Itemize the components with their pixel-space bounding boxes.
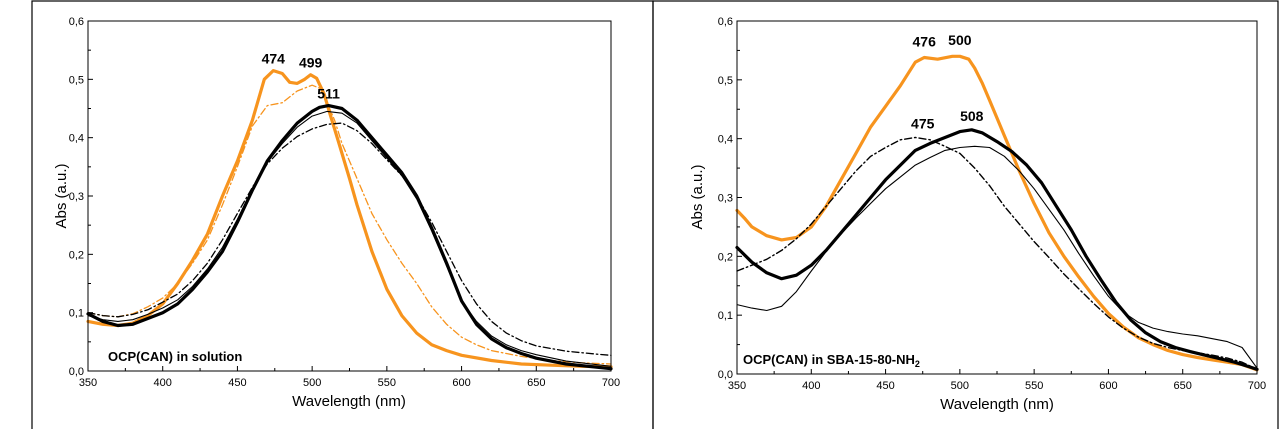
series-layer xyxy=(735,54,1259,372)
peak-label: 475 xyxy=(911,116,935,132)
x-tick-label: 400 xyxy=(154,377,172,389)
y-tick-label: 0,5 xyxy=(718,75,733,87)
panel-frame-right xyxy=(652,0,1279,429)
chart-caption: OCP(CAN) in solution xyxy=(108,349,242,364)
y-tick-label: 0,3 xyxy=(69,191,84,203)
x-tick-label: 600 xyxy=(1099,380,1117,392)
peak-label: 499 xyxy=(299,55,323,71)
x-tick-labels: 350 400 450 500 550 600 650 700 xyxy=(728,380,1266,392)
peak-label: 511 xyxy=(317,86,340,102)
x-tick-labels: 350 400 450 500 550 600 650 700 xyxy=(79,377,620,389)
x-tick-label: 450 xyxy=(228,377,246,389)
peak-labels: 476 500 475 508 xyxy=(911,32,984,132)
y-tick-label: 0,3 xyxy=(718,193,733,205)
y-tick-label: 0,4 xyxy=(69,133,84,145)
x-tick-label: 550 xyxy=(378,377,396,389)
y-tick-label: 0,0 xyxy=(718,369,733,381)
chart-caption: OCP(CAN) in SBA-15-80-NH2 xyxy=(743,352,920,369)
x-axis-title: Wavelength (nm) xyxy=(292,393,406,410)
x-tick-label: 500 xyxy=(951,380,969,392)
peak-label: 500 xyxy=(948,32,972,48)
x-tick-label: 650 xyxy=(527,377,545,389)
x-tick-label: 350 xyxy=(79,377,97,389)
x-tick-label: 400 xyxy=(802,380,820,392)
y-tick-label: 0,1 xyxy=(718,310,733,322)
series-line-5 xyxy=(87,122,612,356)
ticks-layer xyxy=(87,20,612,372)
y-tick-label: 0,4 xyxy=(718,134,733,146)
x-tick-label: 550 xyxy=(1025,380,1043,392)
y-tick-label: 0,1 xyxy=(69,308,84,320)
caption-main: OCP(CAN) in SBA-15-80-NH xyxy=(743,352,915,367)
series-line-2 xyxy=(735,128,1259,371)
y-tick-label: 0,6 xyxy=(69,16,84,28)
series-line-4 xyxy=(736,136,1258,370)
peak-label: 476 xyxy=(913,33,937,49)
series-line-2 xyxy=(87,84,612,365)
ticks-layer xyxy=(736,20,1258,375)
y-tick-label: 0,5 xyxy=(69,74,84,86)
series-line-3 xyxy=(736,145,1258,369)
y-tick-label: 0,2 xyxy=(69,249,84,261)
y-axis-title: Abs (a.u.) xyxy=(53,163,70,228)
chart-sba: 350 400 450 500 550 600 650 700 0,0 0,1 0,2 0,3 0,4… xyxy=(689,16,1266,413)
y-tick-label: 0,0 xyxy=(69,366,84,378)
x-tick-label: 600 xyxy=(452,377,470,389)
peak-labels: 474 499 511 xyxy=(262,51,340,102)
series-line-4 xyxy=(87,110,612,367)
y-tick-labels: 0,0 0,1 0,2 0,3 0,4 0,5 0,6 xyxy=(69,16,84,378)
y-tick-labels: 0,0 0,1 0,2 0,3 0,4 0,5 0,6 xyxy=(718,16,733,381)
x-tick-label: 350 xyxy=(728,380,746,392)
y-axis-title: Abs (a.u.) xyxy=(689,164,706,229)
y-tick-label: 0,2 xyxy=(718,251,733,263)
peak-label: 508 xyxy=(960,108,984,124)
series-layer xyxy=(86,69,613,371)
chart-solution: 350 400 450 500 550 600 650 700 0,0 0,1 0,2 0,3 0,4… xyxy=(53,16,620,410)
peak-label: 474 xyxy=(262,51,286,67)
caption-subscript: 2 xyxy=(915,359,920,369)
series-line-1 xyxy=(86,69,613,369)
x-tick-label: 700 xyxy=(1248,380,1266,392)
y-tick-label: 0,6 xyxy=(718,16,733,28)
series-line-1 xyxy=(735,54,1259,372)
x-tick-label: 650 xyxy=(1174,380,1192,392)
x-tick-label: 700 xyxy=(602,377,620,389)
series-line-3 xyxy=(86,104,613,371)
x-axis-title: Wavelength (nm) xyxy=(940,396,1054,413)
x-tick-label: 500 xyxy=(303,377,321,389)
x-tick-label: 450 xyxy=(876,380,894,392)
